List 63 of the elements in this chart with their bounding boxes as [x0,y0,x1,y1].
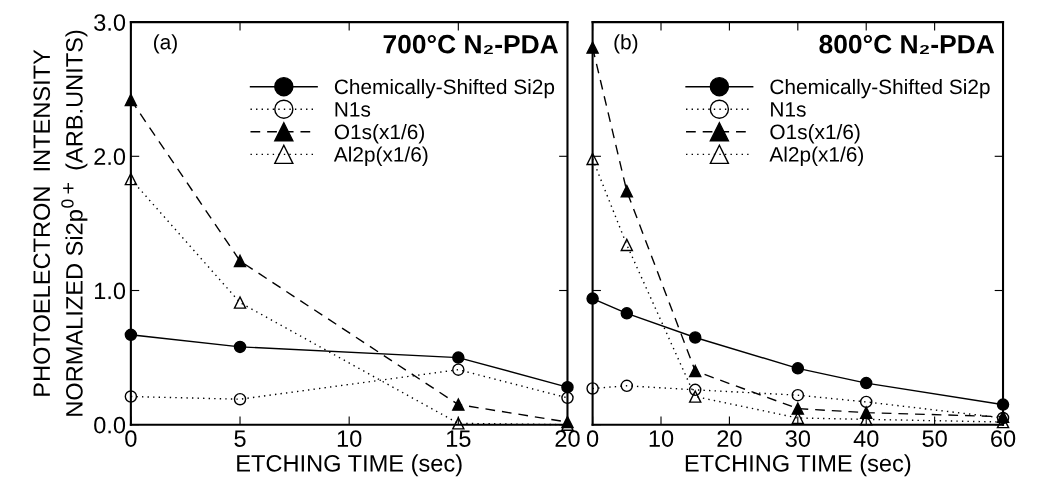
point [996,398,1010,411]
point [859,395,873,409]
point [124,172,138,186]
point [688,331,702,344]
point [233,392,247,406]
point [859,376,873,390]
legend-label: N1s [771,102,806,117]
x-axis-title: ETCHING TIME (sec) [685,454,911,477]
point [586,292,599,305]
point [620,238,634,252]
point [561,391,574,405]
point [688,390,702,403]
point [791,362,805,375]
point [452,417,465,430]
point [124,328,138,342]
point [124,390,138,403]
legend-label: N1s [335,102,371,117]
legend-label: O1s(x1/6) [334,123,424,144]
point [233,340,247,354]
legend-label: Al2p(x1/6) [769,146,864,166]
x-tick-label: 5 [234,430,246,447]
x-tick-label: 10 [649,430,674,447]
y-tick-label: 0.0 [94,416,126,434]
point [124,93,138,107]
x-tick-label: 0 [125,430,137,447]
point [452,398,465,411]
annotation: (a) [154,34,177,54]
point [233,254,247,268]
point [452,363,465,376]
x-tick-label: 0 [586,430,599,447]
annotation: (b) [614,34,638,54]
chart-title: 800°C N₂-PDA [819,34,995,55]
x-tick-label: 15 [446,430,471,447]
legend-label: Al2p(x1/6) [333,146,428,166]
point [791,402,805,415]
point [561,380,574,394]
point [586,152,599,166]
point [233,296,247,309]
x-axis-title: ETCHING TIME (sec) [237,454,462,477]
x-tick-label: 30 [785,430,811,447]
point [620,307,634,320]
y-tick-label: 3.0 [94,14,126,31]
y-axis-title: PHOTOELECTRON INTENSITY NORMALIZED Si2p$^{0+}$ (ARB.UNITS) [33,30,88,416]
legend-label: O1s(x1/6) [770,123,860,144]
point [620,184,634,198]
x-tick-label: 50 [922,430,947,447]
point [791,388,805,402]
y-tick-label: 2.0 [94,148,126,166]
point [688,383,702,397]
point [688,364,702,378]
legend-label: Chemically-Shifted Si2p [334,78,555,99]
x-tick-label: 40 [853,430,879,447]
point [620,379,634,393]
chart-title: 700°C N₂-PDA [383,34,559,55]
x-tick-label: 10 [337,430,362,447]
x-tick-label: 60 [991,430,1016,447]
y-tick-label: 1.0 [94,282,126,300]
x-tick-label: 20 [717,430,742,447]
point [586,382,599,395]
legend-label: Chemically-Shifted Si2p [770,78,990,99]
point [586,41,599,54]
point [452,351,465,364]
x-tick-label: 20 [555,430,580,447]
